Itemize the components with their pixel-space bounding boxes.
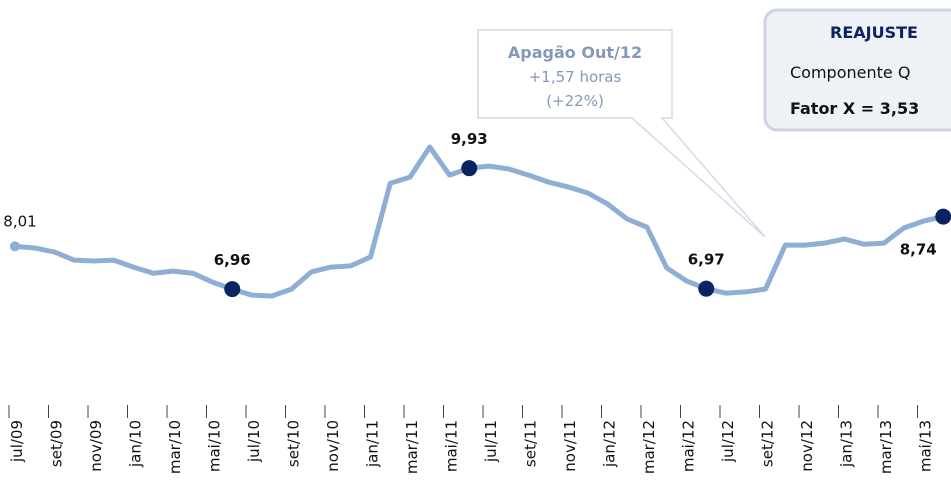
x-tick-label: mar/11 bbox=[403, 420, 421, 474]
x-tick-label: jul/11 bbox=[482, 420, 500, 463]
data-point bbox=[698, 280, 715, 297]
annotation-line: +1,57 horas bbox=[529, 68, 622, 86]
info-line: Fator X = 3,53 bbox=[790, 99, 919, 118]
x-tick-label: mar/10 bbox=[166, 420, 184, 474]
x-tick-label: nov/10 bbox=[324, 420, 342, 472]
x-tick-label: mai/13 bbox=[917, 420, 935, 472]
x-tick-label: set/10 bbox=[285, 420, 303, 467]
annotation-box bbox=[477, 29, 766, 238]
annotation-line: (+22%) bbox=[546, 92, 604, 110]
info-box bbox=[763, 8, 951, 132]
x-tick-label: jan/11 bbox=[364, 420, 382, 468]
x-tick-label: nov/12 bbox=[798, 420, 816, 472]
info-line: Componente Q bbox=[790, 63, 910, 82]
x-tick-label: mai/12 bbox=[680, 420, 698, 472]
x-tick-label: nov/09 bbox=[87, 420, 105, 472]
data-point bbox=[224, 281, 241, 298]
data-label: 8,01 bbox=[3, 212, 36, 230]
data-label: 8,74 bbox=[900, 241, 937, 259]
x-tick-label: jul/12 bbox=[719, 420, 737, 463]
x-tick-label: set/09 bbox=[48, 420, 66, 467]
x-tick-label: mai/10 bbox=[206, 420, 224, 472]
data-point bbox=[461, 160, 478, 177]
info-title: REAJUSTE bbox=[830, 23, 918, 42]
x-tick-label: mar/13 bbox=[877, 420, 895, 474]
data-label: 9,93 bbox=[451, 130, 488, 148]
data-point bbox=[10, 241, 20, 252]
x-tick-label: mai/11 bbox=[443, 420, 461, 472]
x-tick-label: mar/12 bbox=[640, 420, 658, 474]
x-tick-label: jul/09 bbox=[8, 420, 26, 463]
x-tick-label: jan/13 bbox=[838, 420, 856, 468]
x-tick-label: set/11 bbox=[522, 420, 540, 467]
x-tick-label: jan/12 bbox=[601, 420, 619, 468]
data-label: 6,97 bbox=[688, 251, 725, 269]
x-tick-label: jul/10 bbox=[245, 420, 263, 463]
x-tick-label: set/12 bbox=[759, 420, 777, 467]
x-tick-label: nov/11 bbox=[561, 420, 579, 472]
x-tick-label: jan/10 bbox=[127, 420, 145, 468]
data-point bbox=[935, 208, 951, 225]
annotation-title: Apagão Out/12 bbox=[508, 43, 642, 62]
line bbox=[14, 144, 944, 299]
data-label: 6,96 bbox=[214, 251, 251, 269]
